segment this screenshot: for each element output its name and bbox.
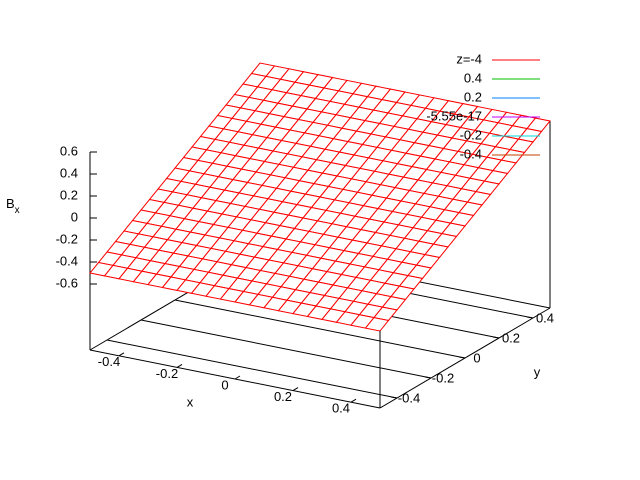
y-tick — [390, 396, 398, 399]
z-axis-label: Bx — [6, 196, 20, 215]
y-tick — [526, 316, 534, 319]
y-tick-label: 0.2 — [502, 330, 520, 345]
x-tick-label: -0.2 — [156, 366, 178, 381]
y-axis-label: y — [534, 364, 541, 379]
y-tick-label: -0.2 — [432, 370, 454, 385]
x-tick-label: 0.2 — [274, 389, 292, 404]
z-tick-label: -0.4 — [56, 253, 78, 268]
x-tick — [118, 352, 125, 357]
legend-label: -0.4 — [460, 146, 482, 161]
legend-label: -0.2 — [460, 127, 482, 142]
y-tick-label: 0.4 — [536, 310, 554, 325]
contour-line — [106, 339, 398, 399]
x-tick-label: 0 — [221, 377, 228, 392]
z-axis-label-subscript: x — [15, 205, 20, 216]
x-tick-label: -0.4 — [98, 354, 120, 369]
y-tick-label: -0.4 — [398, 390, 420, 405]
contour-line — [140, 319, 432, 379]
x-tick — [176, 363, 183, 368]
z-tick-label: 0 — [71, 209, 78, 224]
z-axis-label-main: B — [6, 196, 15, 211]
x-axis-label: x — [187, 394, 194, 409]
z-tick-label: 0.4 — [60, 165, 78, 180]
legend-label: z=-4 — [456, 51, 482, 66]
legend-label: 0.4 — [464, 70, 482, 85]
x-tick-label: 0.4 — [332, 401, 350, 416]
z-tick-label: -0.6 — [56, 275, 78, 290]
y-tick — [458, 356, 466, 359]
y-tick — [492, 336, 500, 339]
legend-label: -5.55e-17 — [426, 108, 482, 123]
x-tick — [234, 375, 241, 380]
surface-cell — [364, 317, 390, 332]
contour-line — [174, 299, 466, 359]
y-tick-label: 0 — [473, 350, 480, 365]
z-tick-label: -0.2 — [56, 231, 78, 246]
legend-label: 0.2 — [464, 89, 482, 104]
x-tick — [292, 387, 299, 392]
y-tick — [424, 376, 432, 379]
z-tick-label: 0.6 — [60, 143, 78, 158]
z-tick-label: 0.2 — [60, 187, 78, 202]
x-tick — [350, 398, 357, 403]
